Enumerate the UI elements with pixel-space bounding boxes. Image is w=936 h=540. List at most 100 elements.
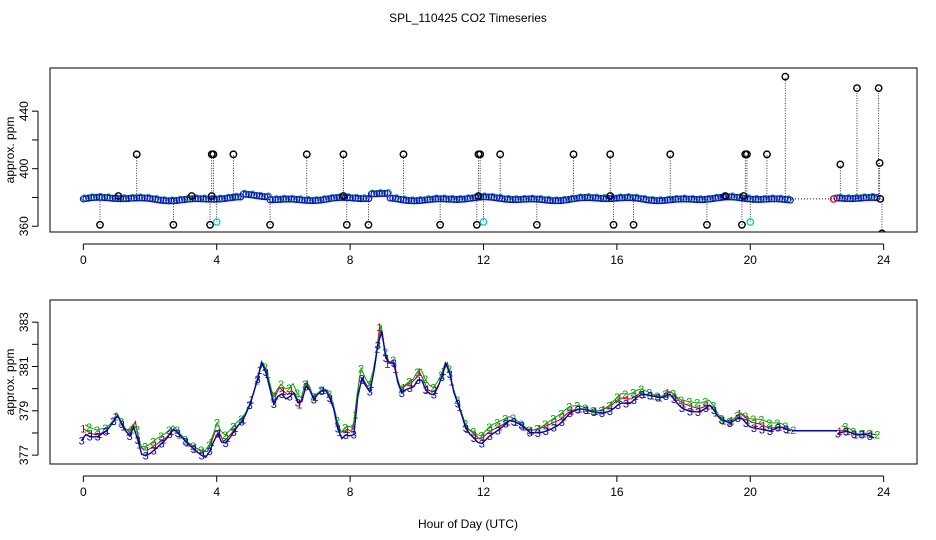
- data-point-secondary: [697, 195, 704, 203]
- y-tick-label: 400: [17, 158, 31, 178]
- data-point-main: [253, 192, 261, 200]
- data-point-main: [461, 195, 469, 203]
- point-label-3: 3: [199, 450, 205, 462]
- data-point-main: [770, 195, 778, 203]
- data-point-outlier: [876, 195, 885, 203]
- plot-frame: [49, 67, 918, 233]
- point-label-3: 3: [423, 385, 429, 397]
- data-point-main: [589, 194, 597, 202]
- point-label-2: 2: [334, 415, 340, 427]
- data-point-main: [661, 196, 669, 204]
- data-point-main: [495, 194, 504, 202]
- data-point-main: [410, 197, 418, 205]
- data-point-main: [197, 195, 205, 203]
- data-point-main: [868, 193, 876, 201]
- point-label-2: 2: [694, 398, 700, 410]
- data-point-main: [733, 193, 741, 201]
- data-point-secondary: [681, 194, 688, 202]
- data-point-main: [672, 195, 680, 203]
- point-label-1: 1: [584, 405, 590, 417]
- y-tick-label: 377: [17, 445, 31, 465]
- point-label-2: 2: [606, 401, 612, 413]
- data-point-outlier: [606, 192, 615, 200]
- data-point-secondary: [729, 192, 736, 200]
- data-point-main: [677, 195, 685, 203]
- point-label-2: 2: [750, 414, 756, 426]
- point-label-2: 2: [774, 418, 780, 430]
- data-point-secondary: [505, 194, 512, 202]
- data-point-main: [565, 195, 573, 204]
- point-label-3: 3: [151, 445, 157, 457]
- data-point-main: [709, 195, 717, 203]
- point-label-3: 3: [663, 391, 669, 403]
- data-point-main: [575, 194, 584, 202]
- data-point-secondary: [705, 194, 712, 202]
- data-point-main: [319, 196, 327, 204]
- point-label-1: 1: [424, 384, 430, 396]
- point-label-3: 3: [511, 416, 517, 428]
- data-point-outlier: [836, 160, 845, 169]
- data-point-main: [327, 194, 335, 202]
- data-point-outlier: [703, 220, 711, 229]
- data-point-main: [479, 193, 488, 201]
- point-label-2: 2: [390, 355, 396, 367]
- point-label-3: 3: [311, 394, 317, 406]
- data-point-secondary: [136, 193, 144, 201]
- point-label-1: 1: [785, 425, 791, 437]
- data-point-outlier: [781, 72, 790, 81]
- top-plot-area: [79, 72, 886, 232]
- data-point-main: [736, 194, 744, 202]
- data-point-main: [378, 189, 386, 197]
- data-point-main: [757, 195, 765, 203]
- data-point-main: [338, 193, 346, 201]
- data-point-outlier: [609, 220, 618, 229]
- data-point-main: [333, 194, 341, 202]
- point-label-1: 1: [472, 430, 478, 442]
- point-label-2: 2: [486, 422, 492, 434]
- point-label-3: 3: [391, 358, 397, 370]
- data-point-outlier: [96, 220, 104, 229]
- data-point-main: [311, 196, 319, 205]
- point-label-3: 3: [599, 408, 605, 420]
- point-label-2: 2: [406, 377, 412, 389]
- data-point-main: [445, 195, 453, 203]
- point-label-2: 2: [102, 423, 108, 435]
- point-label-2: 2: [598, 405, 604, 417]
- data-point-outlier: [738, 220, 746, 229]
- point-label-3: 3: [679, 403, 685, 415]
- point-label-1: 1: [544, 420, 550, 432]
- data-point-main: [762, 195, 770, 203]
- data-point-main: [685, 195, 693, 203]
- data-point-main: [784, 196, 792, 204]
- point-label-3: 3: [583, 405, 589, 417]
- data-point-secondary: [361, 194, 368, 202]
- data-point-secondary: [553, 196, 560, 204]
- data-point-secondary: [417, 196, 424, 203]
- point-label-3: 3: [415, 375, 421, 387]
- data-point-secondary: [144, 193, 152, 201]
- point-label-1: 1: [869, 429, 875, 441]
- point-label-3: 3: [247, 400, 253, 412]
- point-label-3: 3: [447, 369, 453, 381]
- point-label-2: 2: [566, 402, 572, 414]
- data-point-main: [760, 195, 768, 203]
- point-label-2: 2: [782, 421, 788, 433]
- point-label-3: 3: [111, 416, 117, 428]
- data-point-secondary: [457, 194, 464, 202]
- data-point-main: [557, 196, 565, 205]
- data-point-main: [306, 197, 314, 205]
- point-label-3: 3: [607, 406, 613, 418]
- data-point-main: [698, 196, 706, 204]
- y-axis-label: approx. ppm: [3, 117, 17, 184]
- data-point-secondary: [249, 190, 256, 198]
- point-label-3: 3: [159, 438, 165, 450]
- data-point-main: [282, 195, 290, 203]
- point-label-2: 2: [630, 387, 636, 399]
- data-point-secondary: [561, 195, 568, 203]
- x-tick-label: 8: [347, 485, 354, 499]
- point-label-1: 1: [552, 417, 558, 429]
- point-label-2: 2: [638, 384, 644, 396]
- data-point-main: [704, 195, 712, 203]
- data-point-main: [399, 196, 408, 204]
